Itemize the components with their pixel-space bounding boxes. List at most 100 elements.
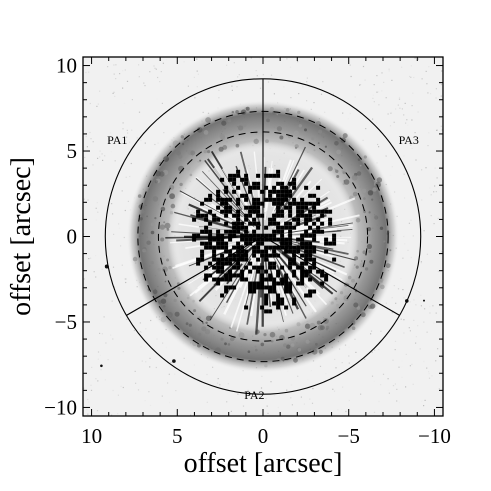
core-pixel [204, 213, 209, 218]
noise-speck [360, 393, 362, 395]
noise-speck [267, 81, 270, 83]
core-pixel [244, 197, 249, 202]
core-pixel [268, 189, 273, 194]
noise-speck [409, 301, 411, 303]
noise-speck [429, 187, 431, 189]
core-pixel [288, 281, 293, 286]
core-pixel [312, 265, 317, 270]
shell-knot [186, 296, 190, 300]
noise-speck [400, 278, 402, 280]
noise-speck [162, 62, 164, 64]
shell-knot [363, 155, 367, 159]
core-pixel [248, 205, 253, 210]
core-pixel [216, 245, 221, 250]
noise-speck [95, 207, 97, 209]
shell-knot [164, 222, 171, 229]
core-pixel [260, 233, 265, 238]
shell-knot [190, 150, 196, 156]
noise-speck [90, 389, 93, 391]
shell-knot [163, 305, 166, 308]
shell-knot [294, 144, 299, 149]
noise-speck [392, 359, 394, 361]
x-tick-label: 0 [258, 424, 269, 448]
core-pixel [260, 253, 265, 258]
core-pixel [268, 193, 273, 198]
core-pixel [300, 209, 305, 214]
noise-speck [383, 81, 385, 83]
noise-speck [129, 175, 131, 178]
noise-speck [424, 399, 426, 401]
core-pixel [276, 225, 281, 230]
shell-knot [154, 180, 158, 184]
noise-speck [113, 233, 115, 235]
shell-knot [334, 168, 337, 171]
noise-speck [410, 219, 412, 221]
shell-knot [340, 291, 344, 295]
core-pixel [284, 185, 289, 190]
shell-knot [199, 159, 202, 162]
shell-knot [146, 215, 149, 218]
noise-speck [408, 327, 410, 329]
core-pixel [284, 281, 289, 286]
noise-speck [312, 388, 314, 390]
noise-speck [155, 68, 157, 70]
core-pixel [244, 229, 249, 234]
noise-speck [334, 358, 336, 360]
core-pixel [236, 257, 241, 262]
core-pixel [292, 301, 297, 306]
y-tick-label: 5 [67, 139, 78, 163]
core-pixel [312, 193, 317, 198]
core-pixel [252, 237, 257, 242]
core-pixel [276, 205, 281, 210]
noise-speck [118, 227, 121, 229]
noise-speck [403, 319, 405, 321]
noise-speck [194, 97, 196, 99]
core-pixel [224, 289, 229, 294]
core-pixel [272, 281, 277, 286]
noise-speck [306, 77, 308, 79]
noise-speck [84, 156, 86, 159]
shell-knot [163, 221, 166, 224]
shell-knot [137, 194, 142, 198]
noise-speck [195, 410, 197, 412]
noise-speck [320, 93, 323, 95]
shell-knot [169, 145, 172, 148]
noise-speck [414, 132, 416, 134]
noise-speck [161, 102, 163, 104]
shell-knot [175, 147, 181, 153]
core-pixel [208, 197, 213, 202]
core-pixel [280, 193, 285, 198]
noise-speck [354, 96, 356, 98]
core-pixel [260, 285, 265, 290]
core-pixel [268, 221, 273, 226]
shell-knot [369, 259, 374, 264]
core-pixel [244, 237, 249, 242]
shell-knot [224, 342, 227, 346]
core-pixel [304, 241, 309, 246]
noise-speck [389, 111, 391, 114]
core-pixel [332, 237, 337, 242]
core-pixel [232, 189, 237, 194]
shell-knot [179, 303, 183, 307]
noise-speck [133, 329, 135, 332]
core-pixel [292, 245, 297, 250]
noise-speck [428, 371, 430, 373]
core-pixel [244, 277, 249, 282]
noise-speck [156, 98, 158, 100]
core-pixel [260, 265, 265, 270]
shell-knot [286, 344, 291, 349]
noise-speck [395, 302, 397, 304]
noise-speck [174, 373, 176, 375]
shell-knot [334, 297, 338, 301]
noise-speck [390, 112, 392, 114]
core-pixel [212, 237, 217, 242]
shell-knot [367, 190, 374, 196]
shell-knot [318, 349, 323, 354]
core-pixel [328, 221, 333, 226]
noise-speck [121, 190, 123, 192]
noise-speck [120, 316, 122, 318]
noise-speck [397, 288, 400, 290]
noise-speck [112, 389, 114, 392]
core-pixel [240, 257, 245, 262]
noise-speck [270, 74, 273, 76]
